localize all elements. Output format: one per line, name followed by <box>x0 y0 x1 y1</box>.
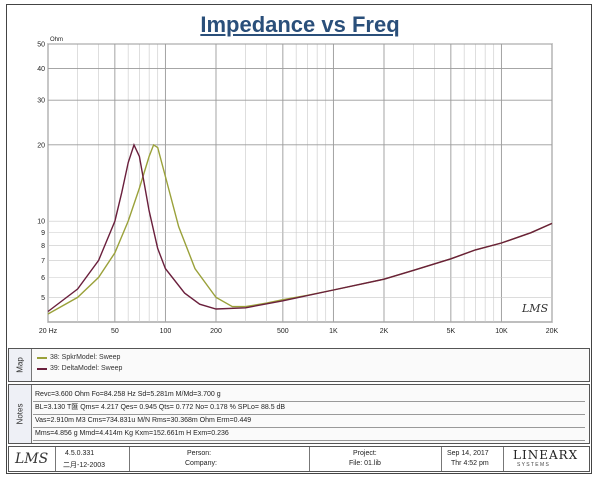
map-side-label: Map <box>9 349 32 381</box>
impedance-chart: 20 Hz 50 100 200 500 1K 2K 5K 10K 20K 50 40 30 20 10 9 8… <box>37 37 559 335</box>
person-label: Person: <box>187 450 212 457</box>
y-tick-label: 20 <box>37 142 45 149</box>
x-tick-label: 20 Hz <box>39 328 58 335</box>
series-line-delta <box>47 142 553 313</box>
x-tick-label: 2K <box>380 328 389 335</box>
project-label: Project: <box>353 450 377 457</box>
version-text: 4.5.0.331 <box>65 450 95 457</box>
map-panel: Map 38: SpkrModel: Sweep 39: DeltaModel:… <box>8 348 590 382</box>
lms-watermark: LMS <box>521 302 549 315</box>
note-row: Mms=4.856 g Mmd=4.414m Kg Kxm=152.661m H… <box>33 428 585 441</box>
x-tick-label: 5K <box>447 328 456 335</box>
map-item-1: 38: SpkrModel: Sweep <box>37 354 120 361</box>
linearx-subtitle: S Y S T E M S <box>517 462 549 468</box>
date-text: Sep 14, 2017 <box>447 450 489 457</box>
series-swatch-spkr <box>37 356 47 359</box>
note-row: BL=3.130 T匯 Qms= 4.217 Qes= 0.945 Qts= 0… <box>33 402 585 415</box>
y-tick-label: 6 <box>41 275 45 282</box>
linearx-logo: LINEARX <box>513 448 579 462</box>
footer-logo-cell: LMS <box>9 447 56 471</box>
series-swatch-delta <box>37 367 47 370</box>
time-text: Thr 4:52 pm <box>451 460 489 467</box>
lms-logo: LMS <box>15 451 49 467</box>
map-item-label: 39: DeltaModel: Sweep <box>50 365 123 372</box>
y-tick-label: 7 <box>41 258 45 265</box>
footer-date-cell: Sep 14, 2017 Thr 4:52 pm <box>441 447 504 471</box>
x-tick-label: 1K <box>329 328 338 335</box>
chart-title: Impedance vs Freq <box>200 12 400 37</box>
x-tick-label: 100 <box>160 328 172 335</box>
company-label: Company: <box>185 460 217 467</box>
x-tick-label: 200 <box>210 328 222 335</box>
y-tick-label: 10 <box>37 219 45 226</box>
notes-panel: Notes Revc=3.600 Ohm Fo=84.258 Hz Sd=5.2… <box>8 384 590 444</box>
x-tick-label: 500 <box>277 328 289 335</box>
x-tick-label: 10K <box>495 328 508 335</box>
footer-bar: LMS 4.5.0.331 二月-12-2003 Person: Company… <box>8 446 590 472</box>
y-tick-label: 9 <box>41 230 45 237</box>
map-item-label: 38: SpkrModel: Sweep <box>50 354 121 361</box>
footer-version-cell: 4.5.0.331 二月-12-2003 <box>55 447 130 471</box>
y-tick-label: 40 <box>37 66 45 73</box>
notes-side-label: Notes <box>9 385 32 443</box>
footer-brand-cell: LINEARX S Y S T E M S <box>503 447 589 471</box>
version-date: 二月-12-2003 <box>63 462 106 469</box>
y-tick-label: 30 <box>37 98 45 105</box>
y-tick-label: 8 <box>41 243 45 250</box>
footer-person-cell: Person: Company: <box>129 447 310 471</box>
x-tick-label: 20K <box>546 328 559 335</box>
x-tick-label: 50 <box>111 328 119 335</box>
y-axis-unit: Ohm <box>50 37 63 43</box>
footer-project-cell: Project: File: 01.lib <box>309 447 442 471</box>
note-row: Vas=2.910m M3 Cms=734.831u M/N Rms=30.36… <box>33 415 585 428</box>
y-tick-label: 5 <box>41 295 45 302</box>
file-label: File: 01.lib <box>349 460 381 467</box>
map-item-2: 39: DeltaModel: Sweep <box>37 365 122 372</box>
note-row: Revc=3.600 Ohm Fo=84.258 Hz Sd=5.281m M/… <box>33 389 585 402</box>
y-tick-label: 50 <box>37 42 45 49</box>
